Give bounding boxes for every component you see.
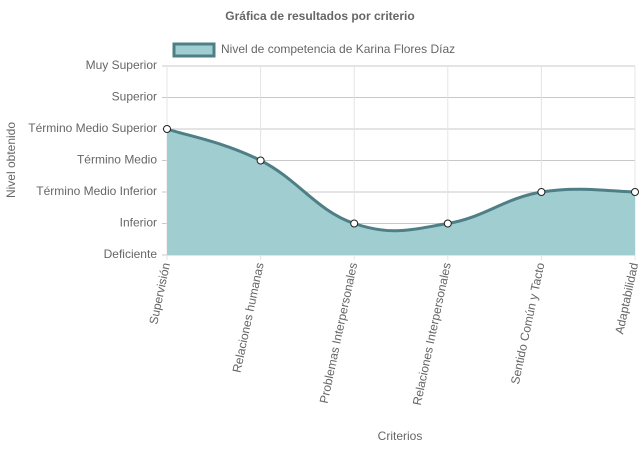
y-tick-label: Deficiente	[104, 247, 158, 261]
y-axis-title: Nivel obtenido	[4, 122, 18, 198]
x-axis-title: Criterios	[378, 429, 423, 443]
y-tick-label: Término Medio	[77, 153, 157, 167]
y-tick-label: Término Medio Superior	[28, 121, 157, 135]
y-tick-label: Superior	[112, 90, 157, 104]
point	[631, 188, 639, 196]
x-tick-label: Relaciones humanas	[230, 261, 267, 374]
line	[166, 127, 636, 233]
x-tick-label: Adaptabilidad	[612, 261, 639, 335]
area	[167, 129, 635, 255]
point	[163, 125, 171, 133]
x-tick-label: Sentido Común y Tacto	[508, 261, 548, 385]
legend-swatch	[172, 42, 216, 58]
legend-label: Nivel de competencia de Karina Flores Dí…	[221, 42, 455, 56]
point	[256, 156, 265, 165]
y-tick-label: Inferior	[120, 216, 157, 230]
x-tick-label: Supervisión	[146, 261, 173, 325]
point	[537, 188, 546, 196]
x-tick-label: Problemas Interpersonales	[317, 261, 361, 404]
x-tick-label: Relaciones Interpersonales	[410, 261, 454, 406]
chart-title: Gráfica de resultados por criterio	[225, 9, 414, 23]
point	[443, 219, 452, 228]
point	[350, 219, 359, 228]
y-tick-label: Muy Superior	[86, 58, 157, 72]
y-tick-label: Término Medio Inferior	[36, 184, 157, 198]
